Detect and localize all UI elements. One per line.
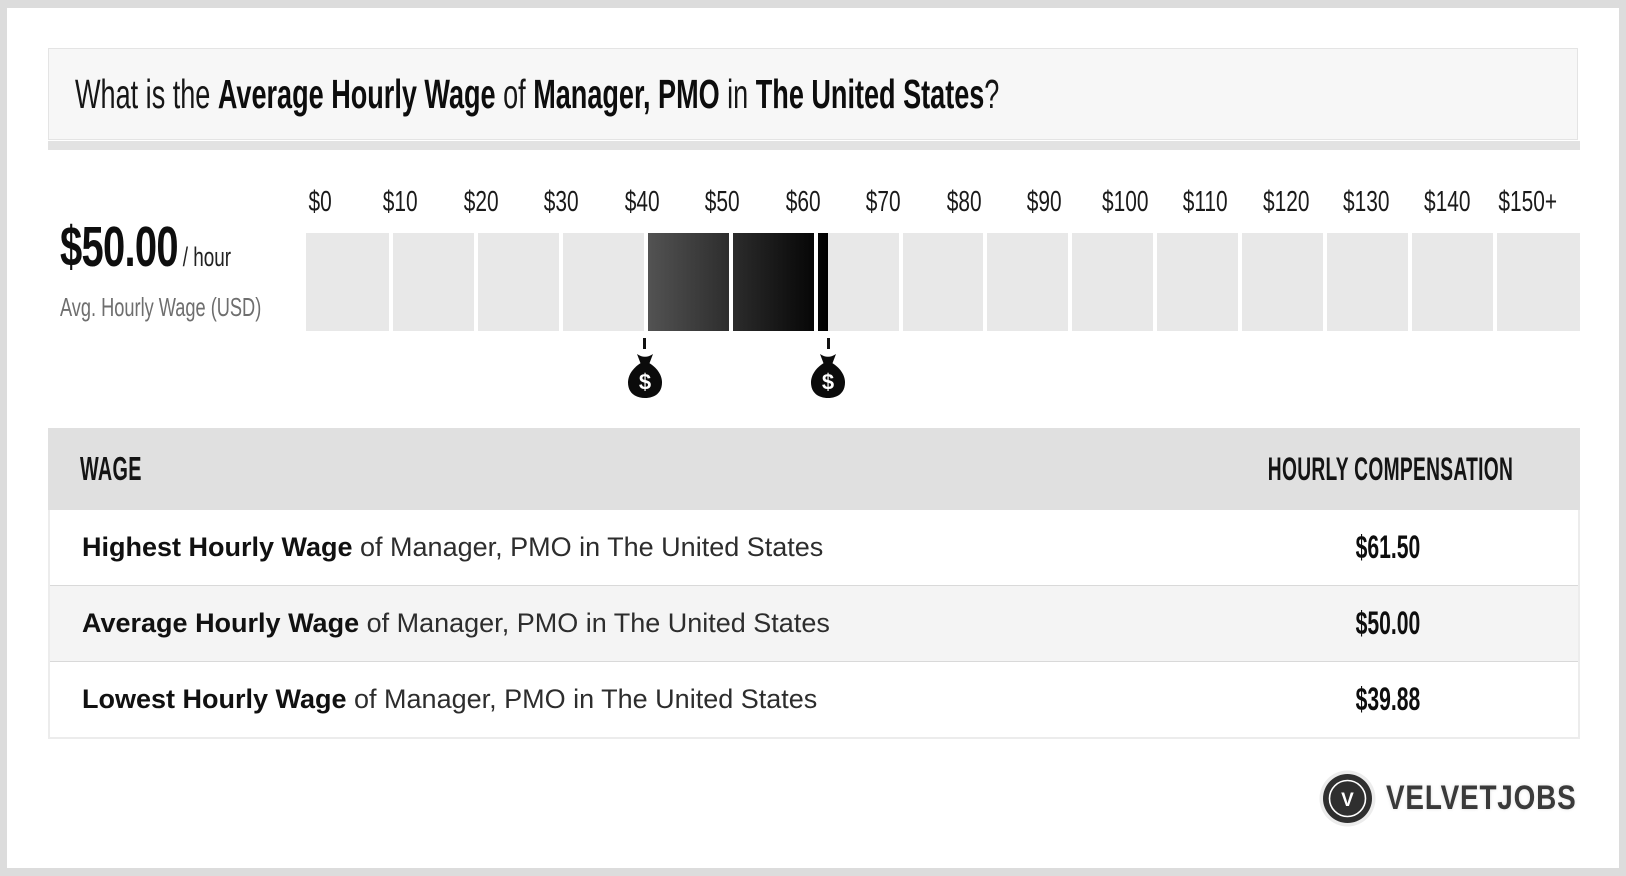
- row-label: Average Hourly Wage of Manager, PMO in T…: [50, 608, 1198, 639]
- segment-gap: [728, 233, 733, 331]
- brand-logo: V VELVETJOBS: [1319, 770, 1618, 827]
- header-cell-hourly-compensation: HOURLY COMPENSATION: [1200, 451, 1580, 488]
- row-label-bold: Highest Hourly Wage: [82, 532, 353, 562]
- axis-tick-label: $100: [1101, 186, 1149, 218]
- row-label-bold: Lowest Hourly Wage: [82, 684, 347, 714]
- logo-monogram: V: [1341, 790, 1354, 811]
- axis-tick-label: $150+: [1498, 186, 1557, 218]
- table-row-lowest: Lowest Hourly Wage of Manager, PMO in Th…: [50, 661, 1578, 737]
- title-text-bold: Average Hourly Wage: [217, 70, 496, 117]
- row-value-cell: $39.88: [1198, 681, 1578, 718]
- title-box: What is the Average Hourly Wage of Manag…: [48, 48, 1578, 140]
- row-label-rest: of Manager, PMO in The United States: [352, 532, 824, 562]
- row-label: Highest Hourly Wage of Manager, PMO in T…: [50, 532, 1198, 563]
- avg-wage-value: $50.00: [60, 215, 179, 279]
- table-body: Highest Hourly Wage of Manager, PMO in T…: [48, 510, 1580, 739]
- title-box-shadow: [48, 141, 1580, 150]
- segment-gap: [558, 233, 563, 331]
- avg-wage-caption: Avg. Hourly Wage (USD): [60, 292, 262, 322]
- content-card: What is the Average Hourly Wage of Manag…: [7, 8, 1619, 868]
- table-header-row: WAGE HOURLY COMPENSATION: [48, 428, 1580, 510]
- title-text: What is the: [75, 70, 218, 117]
- row-label-bold: Average Hourly Wage: [82, 608, 360, 638]
- wage-range-highlight: [644, 233, 829, 331]
- row-label-rest: of Manager, PMO in The United States: [346, 684, 818, 714]
- wage-value-highest: $61.50: [1355, 529, 1421, 565]
- segment-gap: [1323, 233, 1328, 331]
- wage-table: WAGE HOURLY COMPENSATION Highest Hourly …: [48, 428, 1580, 739]
- segment-gap: [813, 233, 818, 331]
- axis-tick-label: $120: [1262, 186, 1310, 218]
- axis-tick-label: $40: [624, 186, 660, 218]
- segment-gap: [1493, 233, 1498, 331]
- axis-tick-label: $50: [705, 186, 740, 218]
- segment-gap: [898, 233, 903, 331]
- svg-text:$: $: [822, 370, 834, 395]
- wage-scale-strip: $0 $10 $20 $30 $40 $50 $60 $70 $80 $90 $100 $110 $12…: [306, 186, 1580, 398]
- axis-tick-label: $30: [544, 186, 579, 218]
- wage-value-average: $50.00: [1355, 605, 1421, 641]
- avg-wage-stat: $50.00/ hour Avg. Hourly Wage (USD): [60, 214, 310, 323]
- axis-tick-label: $0: [308, 186, 332, 218]
- axis-tick-label: $70: [866, 186, 901, 218]
- col-header-wage: WAGE: [80, 450, 142, 487]
- avg-wage-unit: / hour: [182, 242, 232, 272]
- avg-wage-line: $50.00/ hour: [60, 214, 235, 280]
- row-value-cell: $61.50: [1198, 529, 1578, 566]
- segment-gap: [1408, 233, 1413, 331]
- table-row-average: Average Hourly Wage of Manager, PMO in T…: [50, 585, 1578, 661]
- title-text-bold: Manager, PMO: [533, 70, 720, 117]
- axis-tick-label: $130: [1343, 186, 1390, 218]
- col-header-hourly-compensation: HOURLY COMPENSATION: [1267, 450, 1513, 487]
- row-label: Lowest Hourly Wage of Manager, PMO in Th…: [50, 684, 1198, 715]
- title-text-bold: The United States: [755, 70, 985, 117]
- page-title: What is the Average Hourly Wage of Manag…: [75, 71, 999, 118]
- table-row-highest: Highest Hourly Wage of Manager, PMO in T…: [50, 510, 1578, 585]
- segment-gap: [1068, 233, 1073, 331]
- row-label-rest: of Manager, PMO in The United States: [359, 608, 830, 638]
- title-text: in: [719, 70, 756, 117]
- velvetjobs-logo-icon: V: [1319, 770, 1376, 827]
- money-bag-icon: $: [811, 354, 846, 398]
- money-bag-icon: $: [627, 354, 662, 398]
- axis-tick-label: $110: [1182, 186, 1228, 218]
- axis-tick-label: $140: [1423, 186, 1471, 218]
- segment-gap: [983, 233, 988, 331]
- title-text: of: [495, 70, 534, 117]
- axis-tick-label: $80: [946, 186, 982, 218]
- segment-gap: [1238, 233, 1243, 331]
- axis-tick-label: $10: [383, 186, 418, 218]
- brand-name: VELVETJOBS: [1386, 779, 1577, 817]
- marker-dash: [643, 338, 647, 349]
- segment-gap: [388, 233, 393, 331]
- marker-dash: [826, 338, 830, 349]
- segment-gap: [643, 233, 648, 331]
- axis-tick-label: $60: [785, 186, 821, 218]
- segment-gap: [473, 233, 478, 331]
- row-value-cell: $50.00: [1198, 605, 1578, 642]
- axis-tick-label: $20: [463, 186, 499, 218]
- header-cell-wage: WAGE: [48, 450, 1200, 488]
- wage-value-lowest: $39.88: [1355, 681, 1421, 717]
- svg-text:$: $: [639, 370, 651, 395]
- axis-tick-label: $90: [1027, 186, 1062, 218]
- segment-gap: [1153, 233, 1158, 331]
- title-text: ?: [984, 70, 1000, 117]
